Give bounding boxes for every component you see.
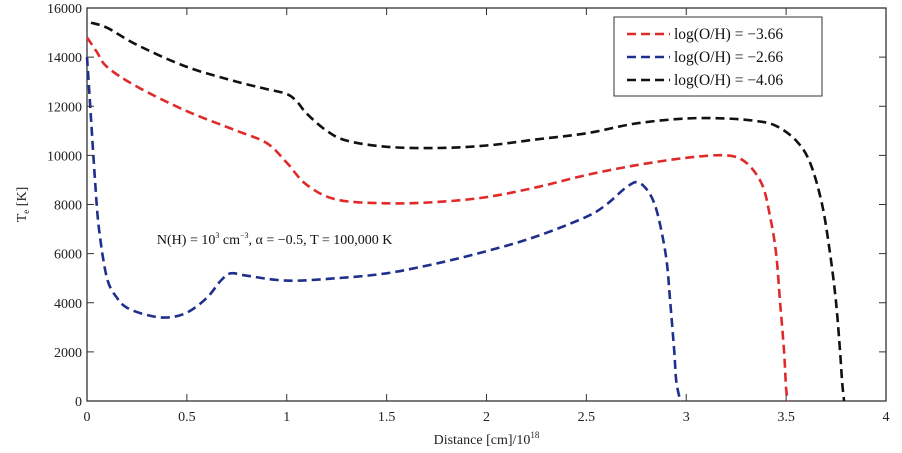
x-tick-label: 3 <box>683 410 690 425</box>
legend-entry: log(O/H) = −4.06 <box>627 72 783 89</box>
series-red-line <box>85 36 790 402</box>
x-tick-label: 2.5 <box>578 410 596 425</box>
legend-entry: log(O/H) = −3.66 <box>627 26 783 43</box>
annotation-exponent-1: 3 <box>215 231 219 240</box>
y-tick-label: 10000 <box>47 149 82 164</box>
series-layer <box>85 21 846 402</box>
x-axis-ticks: 0 0.5 1 1.5 2 2.5 3 3.5 4 <box>84 8 890 425</box>
y-tick-label: 12000 <box>47 100 82 115</box>
x-tick-label: 0.5 <box>178 410 196 425</box>
y-axis-label-subscript: e <box>21 210 31 214</box>
x-axis-label-exponent: 18 <box>530 430 540 440</box>
series-blue-line <box>85 57 682 402</box>
legend: log(O/H) = −3.66 log(O/H) = −2.66 log(O/… <box>613 16 823 97</box>
x-axis-label: Distance [cm]/1018 <box>434 430 540 448</box>
x-tick-label: 4 <box>883 410 890 425</box>
series-black-line <box>90 21 846 402</box>
x-tick-label: 0 <box>84 410 91 425</box>
y-axis-ticks: 0 2000 4000 6000 8000 10000 12000 14000 16000 <box>47 2 886 410</box>
legend-label: log(O/H) = −4.06 <box>674 72 783 89</box>
x-tick-label: 2 <box>483 410 490 425</box>
annotation-exponent-2: −3 <box>240 231 249 240</box>
y-tick-label: 6000 <box>54 248 82 263</box>
annotation-part-1: N(H) = 10 <box>157 233 215 248</box>
legend-label: log(O/H) = −2.66 <box>674 49 783 66</box>
x-tick-label: 1.5 <box>378 410 396 425</box>
annotation-part-2: cm <box>219 233 240 248</box>
x-axis-label-text: Distance [cm]/10 <box>434 433 531 448</box>
x-tick-label: 1 <box>283 410 290 425</box>
y-tick-label: 2000 <box>54 346 82 361</box>
y-tick-label: 14000 <box>47 51 82 66</box>
y-tick-label: 4000 <box>54 297 82 312</box>
y-tick-label: 0 <box>75 395 82 410</box>
legend-label: log(O/H) = −3.66 <box>674 26 783 43</box>
legend-entry: log(O/H) = −2.66 <box>627 49 783 66</box>
y-tick-label: 8000 <box>54 199 82 214</box>
x-tick-label: 3.5 <box>777 410 795 425</box>
parameters-annotation: N(H) = 103 cm−3, α = −0.5, T = 100,000 K <box>157 231 393 248</box>
y-axis-label-symbol: T <box>15 213 30 222</box>
y-axis-label-unit: [K] <box>15 187 30 210</box>
y-tick-label: 16000 <box>47 2 82 17</box>
annotation-part-3: , α = −0.5, T = 100,000 K <box>248 233 392 248</box>
y-axis-label: Te [K] <box>15 187 31 223</box>
